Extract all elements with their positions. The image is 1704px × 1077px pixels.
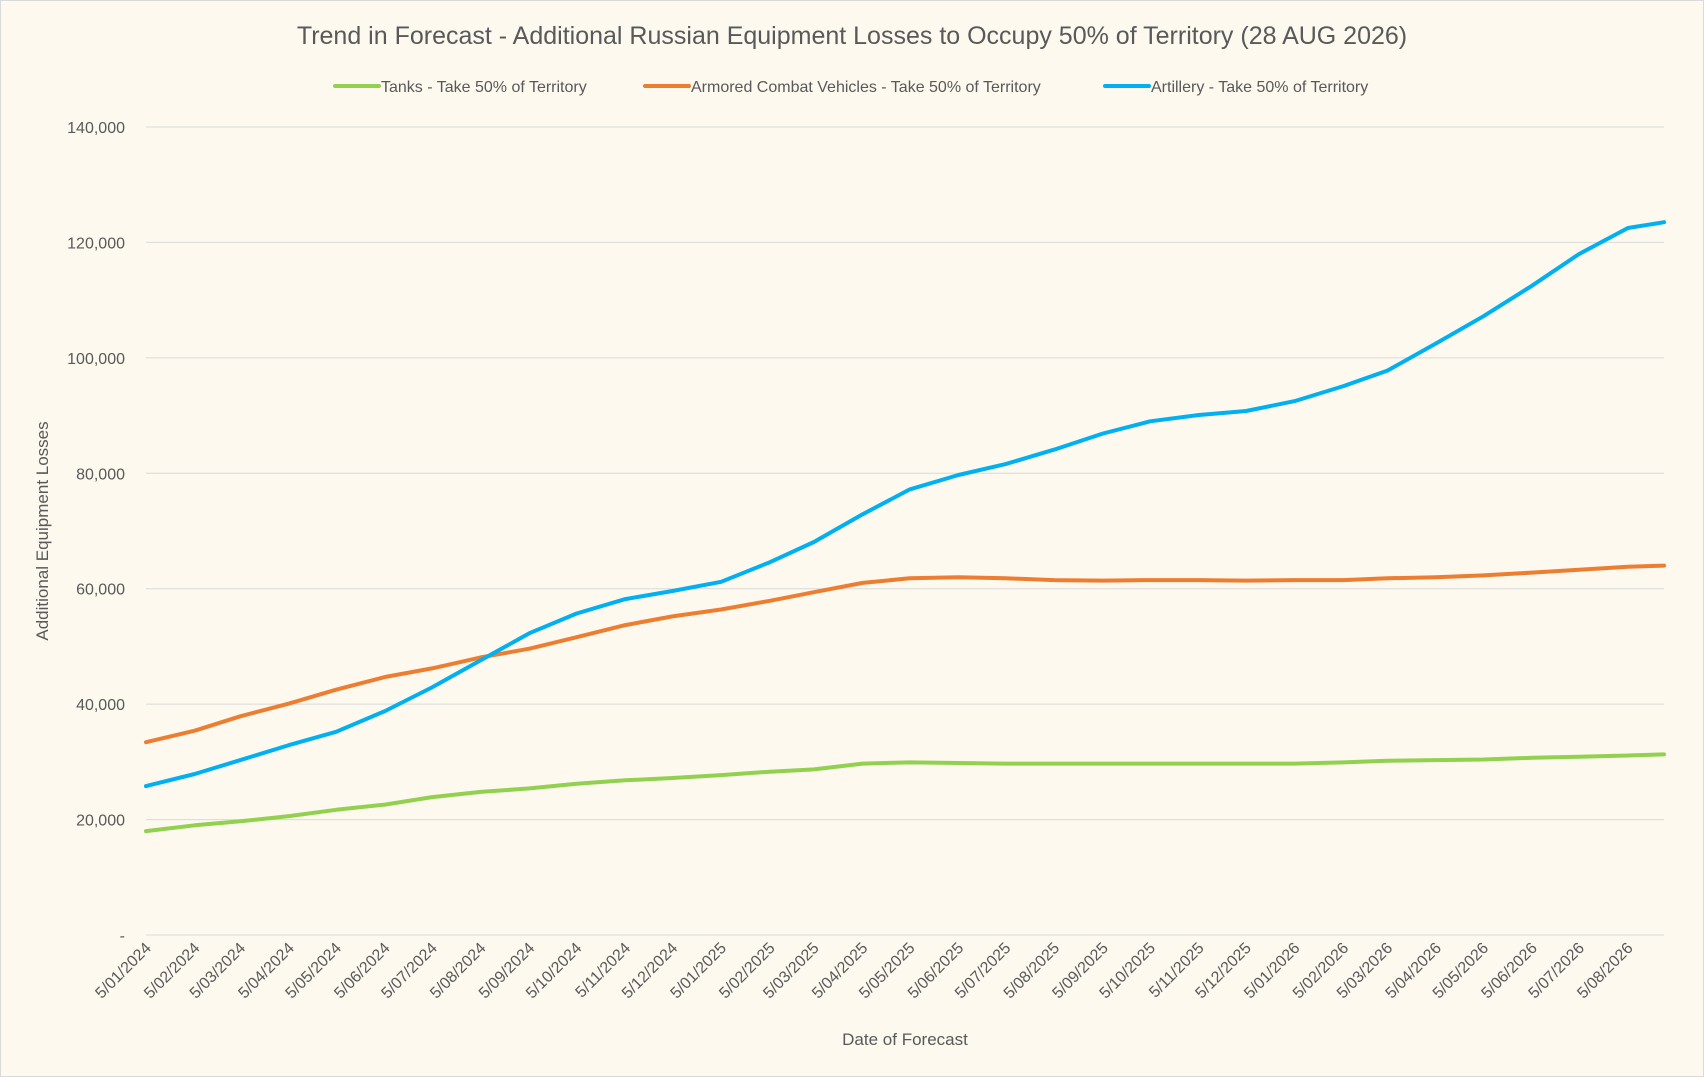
series-line-acv xyxy=(144,563,1666,745)
x-axis-ticks: 5/01/20245/02/20245/03/20245/04/20245/05… xyxy=(92,940,1636,1002)
y-tick-label: 120,000 xyxy=(67,235,125,252)
y-tick-label: 140,000 xyxy=(67,120,125,137)
legend-label-artillery: Artillery - Take 50% of Territory xyxy=(1151,79,1368,96)
legend-item-tanks: Tanks - Take 50% of Territory xyxy=(333,79,587,96)
legend-item-artillery: Artillery - Take 50% of Territory xyxy=(1103,79,1368,96)
series-lines xyxy=(144,220,1666,834)
y-tick-label: 40,000 xyxy=(76,697,125,714)
chart-title: Trend in Forecast - Additional Russian E… xyxy=(297,22,1407,50)
legend-item-acv: Armored Combat Vehicles - Take 50% of Te… xyxy=(643,79,1041,96)
x-axis-label: Date of Forecast xyxy=(842,1030,968,1049)
y-tick-label: 80,000 xyxy=(76,466,125,483)
y-axis-ticks: - 20,000 40,000 60,000 80,000 100,000 120,000 1… xyxy=(67,120,125,945)
y-tick-label: - xyxy=(120,928,125,945)
series-line-tanks xyxy=(144,752,1666,834)
y-tick-label: 100,000 xyxy=(67,351,125,368)
legend-label-tanks: Tanks - Take 50% of Territory xyxy=(381,79,587,96)
legend-label-acv: Armored Combat Vehicles - Take 50% of Te… xyxy=(691,79,1041,96)
legend: Tanks - Take 50% of Territory Armored Co… xyxy=(333,79,1368,96)
y-tick-label: 60,000 xyxy=(76,582,125,599)
series-line-artillery xyxy=(144,220,1666,789)
y-tick-label: 20,000 xyxy=(76,813,125,830)
y-axis-label: Additional Equipment Losses xyxy=(33,421,52,640)
